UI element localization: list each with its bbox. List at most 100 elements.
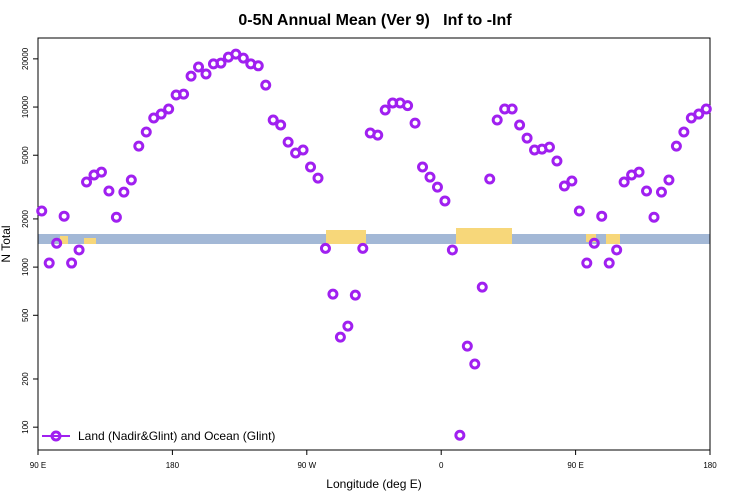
y-tick-label: 200 [21, 372, 30, 386]
data-point [514, 119, 526, 131]
x-axis-label: Longitude (deg E) [326, 477, 421, 491]
data-point [237, 52, 249, 64]
data-point [491, 114, 503, 126]
data-point [543, 141, 555, 153]
y-tick-label: 10000 [21, 95, 30, 118]
x-tick-label: 180 [166, 461, 180, 470]
chart-title: 0-5N Annual Mean (Ver 9) Inf to -Inf [238, 12, 512, 29]
data-point [51, 237, 63, 249]
data-point [125, 174, 137, 186]
data-point [297, 144, 309, 156]
data-point [342, 320, 354, 332]
data-point [603, 257, 615, 269]
data-point [163, 103, 175, 115]
x-tick-label: 180 [703, 461, 717, 470]
y-tick-label: 500 [21, 308, 30, 322]
land-band [60, 236, 68, 244]
data-point [155, 108, 167, 120]
data-point [566, 175, 578, 187]
data-point [469, 358, 481, 370]
land-mask [38, 228, 710, 244]
data-point [581, 257, 593, 269]
data-point [454, 429, 466, 441]
data-point [521, 132, 533, 144]
data-point [446, 244, 458, 256]
data-point [36, 205, 48, 217]
data-point [178, 88, 190, 100]
data-point [611, 244, 623, 256]
data-point [110, 211, 122, 223]
data-point [103, 185, 115, 197]
data-point [260, 79, 272, 91]
x-tick-label: 90 W [297, 461, 316, 470]
data-point [476, 281, 488, 293]
data-point [73, 244, 85, 256]
legend-marker [50, 430, 62, 442]
x-tick-label: 90 E [30, 461, 46, 470]
y-tick-label: 100 [21, 420, 30, 434]
x-tick-label: 90 E [567, 461, 583, 470]
data-point [215, 57, 227, 69]
data-point [275, 119, 287, 131]
data-point [618, 176, 630, 188]
data-point [95, 166, 107, 178]
data-point [417, 161, 429, 173]
data-point [379, 104, 391, 116]
data-point [693, 108, 705, 120]
data-point [558, 180, 570, 192]
data-point [573, 205, 585, 217]
data-point [506, 103, 518, 115]
data-point [588, 237, 600, 249]
data-point [319, 242, 331, 254]
data-point [648, 211, 660, 223]
data-point [334, 331, 346, 343]
data-point [409, 117, 421, 129]
data-point [58, 210, 70, 222]
data-point [596, 210, 608, 222]
data-point [282, 136, 294, 148]
land-band [84, 238, 96, 244]
data-point [312, 172, 324, 184]
data-point [461, 340, 473, 352]
data-point [357, 242, 369, 254]
y-tick-label: 1000 [21, 258, 30, 276]
data-point [81, 176, 93, 188]
data-point [670, 140, 682, 152]
data-point [633, 166, 645, 178]
y-tick-label: 5000 [21, 146, 30, 164]
y-tick-label: 20000 [21, 47, 30, 70]
data-point [655, 186, 667, 198]
data-point [267, 114, 279, 126]
data-point [305, 161, 317, 173]
legend-label: Land (Nadir&Glint) and Ocean (Glint) [78, 429, 275, 443]
data-point [118, 186, 130, 198]
data-point [43, 257, 55, 269]
x-tick-label: 0 [439, 461, 444, 470]
land-band [456, 228, 512, 244]
ocean-band [38, 234, 710, 244]
land-band [326, 230, 366, 244]
data-point [678, 126, 690, 138]
land-band [606, 234, 620, 244]
data-point [185, 70, 197, 82]
data-point [484, 173, 496, 185]
data-point [349, 289, 361, 301]
data-point [252, 60, 264, 72]
data-point [140, 126, 152, 138]
data-point [327, 288, 339, 300]
data-point [431, 181, 443, 193]
data-point [424, 171, 436, 183]
y-axis-label: N Total [0, 225, 13, 262]
plot-frame [37, 37, 711, 451]
data-point [663, 174, 675, 186]
data-point [439, 195, 451, 207]
data-point [133, 140, 145, 152]
data-point [200, 68, 212, 80]
y-tick-label: 2000 [21, 209, 30, 227]
data-point [700, 103, 712, 115]
data-point [402, 100, 414, 112]
data-point [551, 155, 563, 167]
land-band [586, 234, 596, 242]
